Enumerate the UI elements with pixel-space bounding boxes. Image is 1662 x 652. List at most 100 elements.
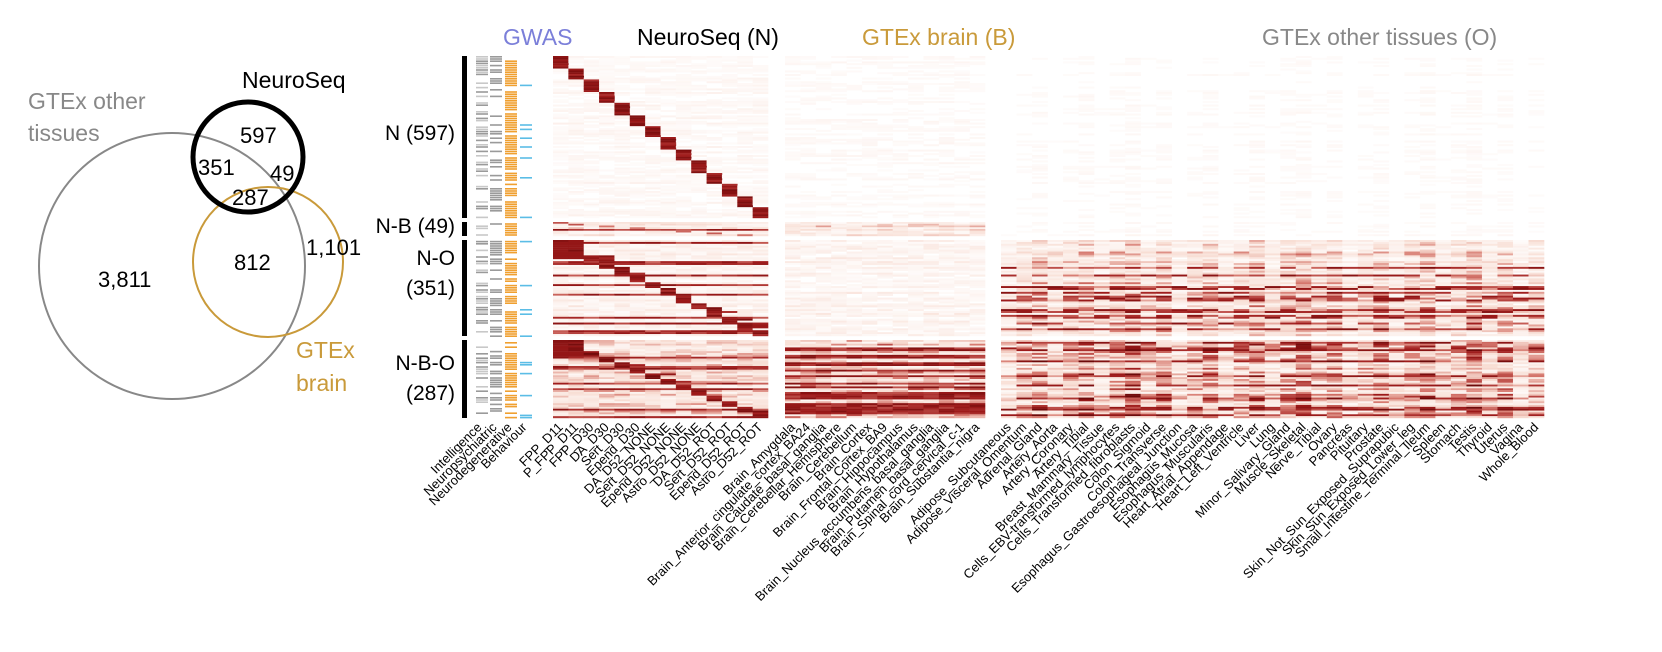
heat-cell xyxy=(846,395,863,398)
heat-cell xyxy=(721,301,738,304)
heat-cell xyxy=(861,253,878,256)
heat-cell xyxy=(800,284,817,287)
gwas-tick xyxy=(505,295,517,298)
heat-cell xyxy=(614,120,631,123)
heat-cell xyxy=(691,264,707,268)
heat-cell xyxy=(583,286,600,289)
heat-cell xyxy=(892,214,909,217)
heat-cell xyxy=(1295,126,1312,129)
heat-cell xyxy=(923,412,940,415)
heat-cell xyxy=(877,284,893,287)
heat-cell xyxy=(737,311,753,314)
heat-cell xyxy=(568,102,585,105)
heat-cell xyxy=(969,311,986,314)
heat-cell xyxy=(629,397,646,400)
heat-cell xyxy=(954,408,970,411)
heat-cell xyxy=(938,416,955,419)
heat-cell xyxy=(785,158,801,161)
heat-cell xyxy=(1078,104,1095,107)
heat-cell xyxy=(691,322,707,325)
heat-cell xyxy=(583,264,600,268)
heat-cell xyxy=(800,119,817,121)
heat-cell xyxy=(954,334,970,337)
heat-cell xyxy=(908,311,924,314)
heat-cell xyxy=(645,81,661,84)
heat-cell xyxy=(800,311,817,314)
heat-cell xyxy=(831,367,847,370)
heat-cell xyxy=(752,245,769,248)
heat-cell xyxy=(660,129,677,132)
heat-cell xyxy=(785,249,801,252)
heat-cell xyxy=(599,309,615,312)
heat-cell xyxy=(954,347,970,350)
heat-cell xyxy=(737,167,753,170)
heat-cell xyxy=(721,274,738,277)
gwas-tick xyxy=(476,56,488,58)
heat-cell xyxy=(721,268,738,271)
heat-cell xyxy=(1497,124,1514,127)
heat-cell xyxy=(614,117,631,120)
heat-cell xyxy=(1156,124,1172,127)
heat-cell xyxy=(691,412,707,415)
gwas-tick xyxy=(505,144,517,146)
heat-cell xyxy=(737,108,753,111)
heat-cell xyxy=(691,86,707,89)
heat-cell xyxy=(583,388,600,391)
heat-cell xyxy=(815,153,832,156)
heat-cell xyxy=(706,104,723,107)
heat-cell xyxy=(1016,133,1033,136)
heat-cell xyxy=(675,83,692,85)
heat-cell xyxy=(752,414,769,417)
heat-cell xyxy=(1156,108,1172,111)
heat-cell xyxy=(583,309,600,312)
heat-cell xyxy=(706,316,723,319)
heat-cell xyxy=(877,229,893,231)
heat-cell xyxy=(938,225,955,228)
heat-cell xyxy=(969,386,986,389)
heat-cell xyxy=(1528,126,1545,129)
heat-cell xyxy=(892,309,909,312)
heat-cell xyxy=(908,240,924,243)
heat-cell xyxy=(721,340,738,343)
heat-cell xyxy=(583,223,600,226)
heat-cell xyxy=(1156,156,1172,159)
heat-cell xyxy=(568,284,585,287)
heat-cell xyxy=(691,131,707,134)
heat-cell xyxy=(706,289,723,293)
heat-cell xyxy=(969,133,986,136)
heat-cell xyxy=(583,351,600,354)
heat-cell xyxy=(675,353,692,356)
heat-cell xyxy=(877,349,893,352)
heat-cell xyxy=(785,137,801,139)
heat-cell xyxy=(645,412,661,415)
heat-cell xyxy=(938,138,955,141)
heat-cell xyxy=(785,347,801,350)
heat-cell xyxy=(752,314,769,317)
heat-cell xyxy=(629,81,646,84)
heat-cell xyxy=(877,227,893,230)
heat-cell xyxy=(553,57,569,60)
heat-cell xyxy=(1187,113,1203,116)
heat-cell xyxy=(785,74,801,76)
heat-cell xyxy=(1202,122,1219,125)
heat-cell xyxy=(721,230,738,233)
heat-cell xyxy=(1032,176,1048,179)
heat-cell xyxy=(815,77,832,80)
heat-cell xyxy=(737,223,753,226)
heat-cell xyxy=(908,360,924,363)
gwas-tick xyxy=(490,80,502,82)
heat-cell xyxy=(785,312,801,316)
heat-cell xyxy=(1078,144,1095,147)
gwas-tick xyxy=(476,225,488,227)
heat-cell xyxy=(553,274,569,277)
heat-cell xyxy=(553,182,569,184)
heat-cell xyxy=(737,93,753,96)
heat-cell xyxy=(1373,164,1390,166)
heat-cell xyxy=(599,362,615,365)
heat-cell xyxy=(675,102,692,105)
heat-cell xyxy=(846,403,863,406)
heat-cell xyxy=(645,312,661,316)
heat-cell xyxy=(752,212,769,215)
heat-cell xyxy=(645,135,661,138)
heat-cell xyxy=(752,343,769,346)
